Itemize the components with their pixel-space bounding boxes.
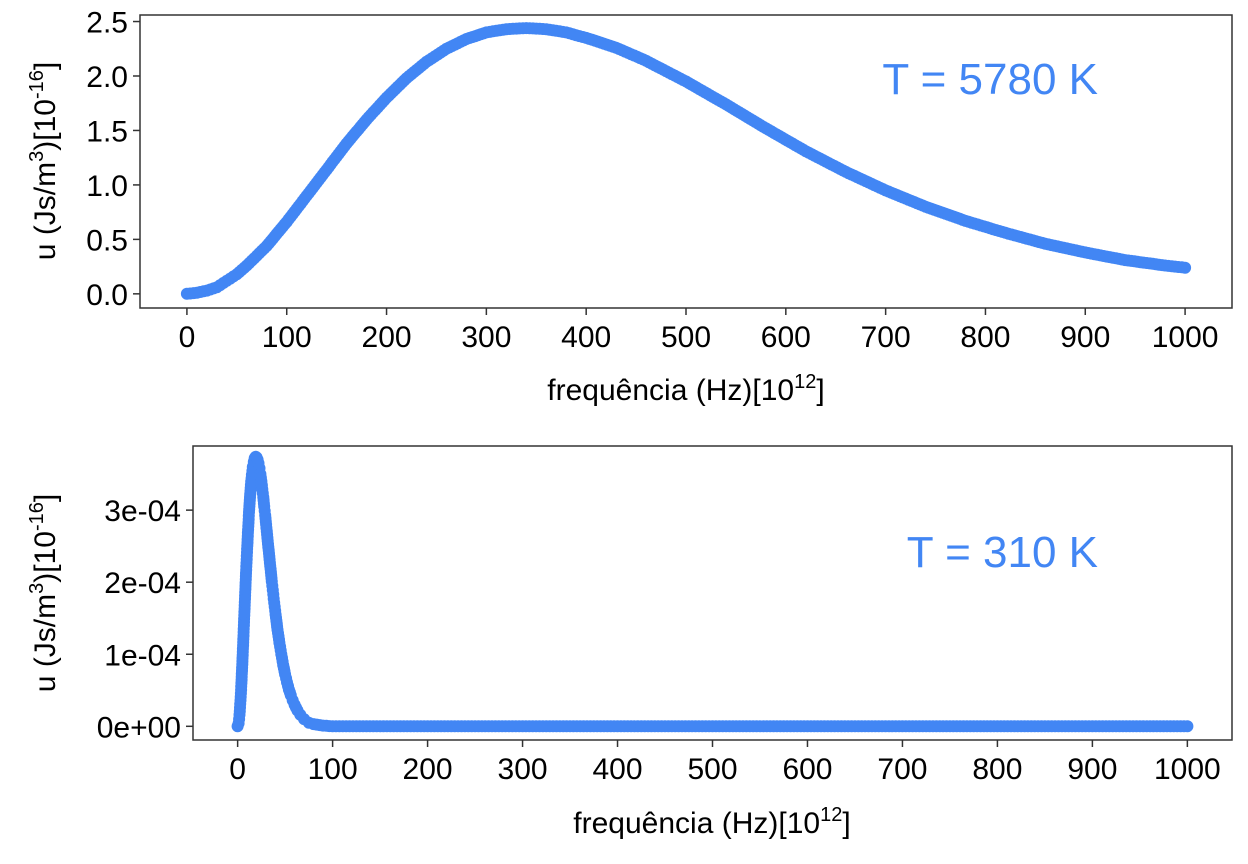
y-tick-label: 2.0	[86, 61, 128, 94]
temperature-annotation: T = 5780 K	[882, 55, 1098, 104]
y-axis-ticks: 0e+00 1e-04 2e-04 3e-04	[97, 495, 193, 744]
x-tick-label: 0	[179, 321, 196, 354]
data-point	[1179, 261, 1192, 274]
x-tick-label: 100	[262, 321, 312, 354]
x-tick-label: 200	[403, 753, 453, 786]
x-axis-ticks: 0 100 200 300 400 500 600 700 800 900 1000	[179, 308, 1219, 354]
y-tick-label: 1.5	[86, 115, 128, 148]
chart-panel-5780k: 0 100 200 300 400 500 600 700 800 900 1000 0.0 0.5 1…	[26, 7, 1233, 407]
x-tick-label: 900	[1060, 321, 1110, 354]
plot-panel-border	[139, 14, 1233, 309]
x-tick-label: 300	[498, 753, 548, 786]
x-tick-label: 600	[782, 753, 832, 786]
data-point	[1181, 720, 1194, 733]
x-tick-label: 200	[362, 321, 412, 354]
y-axis-ticks: 0.0 0.5 1.0 1.5 2.0 2.5	[86, 7, 140, 312]
series-points	[231, 450, 1194, 733]
chart-panel-310k: 0 100 200 300 400 500 600 700 800 900 1000 0e+00 1e…	[26, 445, 1233, 840]
x-tick-label: 400	[592, 753, 642, 786]
y-tick-label: 0.5	[86, 224, 128, 257]
y-axis-title: u (Js/m3)[10-16]	[26, 62, 62, 260]
x-tick-label: 800	[972, 753, 1022, 786]
x-tick-label: 400	[561, 321, 611, 354]
x-axis-title: frequência (Hz)[1012]	[573, 804, 850, 840]
x-tick-label: 700	[877, 753, 927, 786]
x-tick-label: 0	[229, 753, 246, 786]
x-tick-label: 1000	[1154, 753, 1221, 786]
x-axis-title: frequência (Hz)[1012]	[547, 371, 824, 407]
y-tick-label: 2e-04	[104, 567, 181, 600]
x-tick-label: 500	[687, 753, 737, 786]
x-tick-label: 1000	[1152, 321, 1219, 354]
x-tick-label: 500	[661, 321, 711, 354]
x-axis-ticks: 0 100 200 300 400 500 600 700 800 900 1000	[229, 740, 1221, 786]
x-tick-label: 100	[308, 753, 358, 786]
x-tick-label: 800	[960, 321, 1010, 354]
y-tick-label: 1e-04	[104, 639, 181, 672]
y-axis-title: u (Js/m3)[10-16]	[26, 494, 62, 692]
temperature-annotation: T = 310 K	[907, 528, 1098, 577]
series-points	[180, 22, 1192, 300]
x-tick-label: 700	[861, 321, 911, 354]
x-tick-label: 300	[461, 321, 511, 354]
y-tick-label: 1.0	[86, 170, 128, 203]
y-tick-label: 2.5	[86, 7, 128, 40]
y-tick-label: 0e+00	[97, 711, 181, 744]
x-tick-label: 900	[1067, 753, 1117, 786]
y-tick-label: 3e-04	[104, 495, 181, 528]
y-tick-label: 0.0	[86, 279, 128, 312]
x-tick-label: 600	[761, 321, 811, 354]
plot-panel-border	[192, 445, 1233, 741]
